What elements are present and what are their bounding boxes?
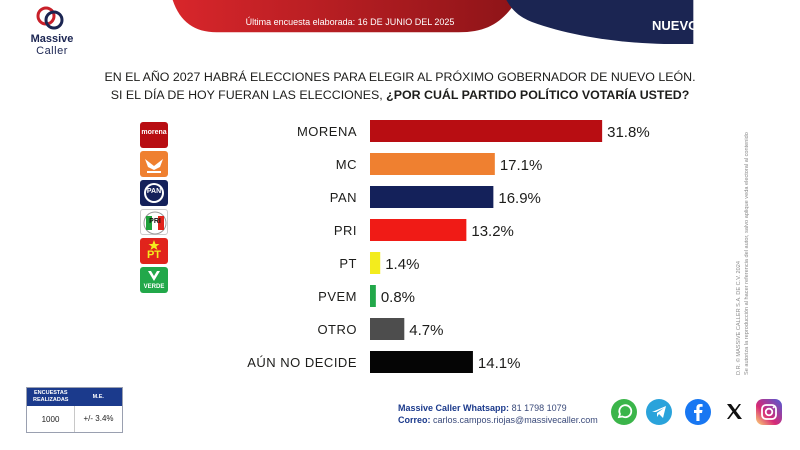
- value-label-pt: 1.4%: [385, 256, 419, 273]
- contact-info: Massive Caller Whatsapp: 81 1798 1079 Co…: [398, 402, 598, 426]
- category-label-otro: OTRO: [317, 322, 357, 337]
- bar-pan: [370, 186, 494, 208]
- whatsapp-number[interactable]: 81 1798 1079: [511, 403, 567, 413]
- survey-table-row: 1000 +/- 3.4%: [27, 406, 122, 432]
- mc-logo: [140, 151, 168, 177]
- question-line-2-plain: SI EL DÍA DE HOY FUERAN LAS ELECCIONES,: [110, 88, 387, 102]
- copyright-note: D.R. © MASSIVE CALLER S.A. DE C.V. 2024 …: [735, 85, 751, 375]
- pan-logo-text: PAN: [146, 188, 162, 195]
- state-title: NUEVO LEÓN: [652, 18, 738, 33]
- category-label-morena: MORENA: [297, 124, 357, 139]
- verde-logo: VERDE: [140, 267, 168, 293]
- category-label-a-n-no-decide: AÚN NO DECIDE: [247, 355, 357, 370]
- bar-a-n-no-decide: [370, 351, 473, 373]
- value-label-otro: 4.7%: [409, 322, 443, 339]
- pt-logo-text: PT: [146, 249, 162, 261]
- survey-table-header: ENCUESTAS REALIZADAS M.E.: [27, 388, 122, 406]
- instagram-icon[interactable]: [755, 398, 783, 426]
- value-label-pan: 16.9%: [498, 190, 541, 207]
- margin-error-value: +/- 3.4%: [74, 406, 122, 432]
- question-line-1: EN EL AÑO 2027 HABRÁ ELECCIONES PARA ELE…: [104, 70, 696, 84]
- facebook-icon[interactable]: [684, 398, 712, 426]
- brand-name-2: Caller: [36, 45, 68, 57]
- category-label-pri: PRI: [334, 223, 357, 238]
- survey-question: EN EL AÑO 2027 HABRÁ ELECCIONES PARA ELE…: [60, 68, 740, 104]
- category-label-pan: PAN: [330, 190, 357, 205]
- category-label-pt: PT: [339, 256, 357, 271]
- eagle-icon: [145, 159, 163, 173]
- pan-logo: PAN: [140, 180, 168, 206]
- value-label-a-n-no-decide: 14.1%: [478, 355, 521, 372]
- value-label-pvem: 0.8%: [381, 289, 415, 306]
- massive-caller-logo: Massive Caller: [22, 6, 82, 62]
- copyright-line-1: D.R. © MASSIVE CALLER S.A. DE C.V. 2024: [736, 261, 742, 375]
- x-icon[interactable]: [720, 398, 748, 426]
- whatsapp-icon[interactable]: [610, 398, 638, 426]
- brand-name: Massive: [30, 33, 74, 45]
- copyright-line-2: Se autoriza la reproducción al hacer ref…: [744, 132, 750, 375]
- surveys-header: ENCUESTAS REALIZADAS: [33, 390, 69, 403]
- category-label-mc: MC: [336, 157, 357, 172]
- bar-pri: [370, 219, 467, 241]
- telegram-icon[interactable]: [645, 398, 673, 426]
- category-label-pvem: PVEM: [318, 289, 357, 304]
- whatsapp-label: Massive Caller Whatsapp:: [398, 403, 510, 413]
- survey-info-table: ENCUESTAS REALIZADAS M.E. 1000 +/- 3.4%: [26, 387, 123, 433]
- pri-logo-text: PRI: [149, 218, 161, 225]
- pt-logo: PT: [140, 238, 168, 264]
- bar-mc: [370, 153, 495, 175]
- email-contact: Correo: carlos.campos.riojas@massivecall…: [398, 414, 598, 426]
- chat-bubbles-icon: [36, 6, 64, 30]
- last-survey-date: Última encuesta elaborada: 16 DE JUNIO D…: [245, 17, 455, 27]
- bar-pt: [370, 252, 381, 274]
- bar-pvem: [370, 285, 376, 307]
- value-label-mc: 17.1%: [500, 157, 543, 174]
- bar-morena: [370, 120, 603, 142]
- pri-circle-icon: [143, 211, 167, 235]
- value-label-morena: 31.8%: [607, 124, 650, 141]
- bar-otro: [370, 318, 405, 340]
- morena-logo-text: morena: [141, 129, 167, 136]
- value-label-pri: 13.2%: [471, 223, 514, 240]
- morena-logo: morena: [140, 122, 168, 148]
- toucan-icon: [148, 271, 160, 281]
- whatsapp-contact: Massive Caller Whatsapp: 81 1798 1079: [398, 402, 598, 414]
- header-banner: [172, 0, 694, 44]
- star-icon: [148, 240, 160, 250]
- margin-error-header: M.E.: [92, 393, 104, 400]
- email-address[interactable]: carlos.campos.riojas@massivecaller.com: [433, 415, 598, 425]
- email-label: Correo:: [398, 415, 431, 425]
- verde-logo-text: VERDE: [143, 284, 165, 290]
- pan-circle-icon: [144, 183, 164, 203]
- pri-logo: PRI: [140, 209, 168, 235]
- surveys-value: 1000: [41, 414, 60, 424]
- question-line-2-bold: ¿POR CUÁL PARTIDO POLÍTICO VOTARÍA USTED…: [386, 88, 690, 102]
- question-line-2: SI EL DÍA DE HOY FUERAN LAS ELECCIONES, …: [60, 86, 740, 104]
